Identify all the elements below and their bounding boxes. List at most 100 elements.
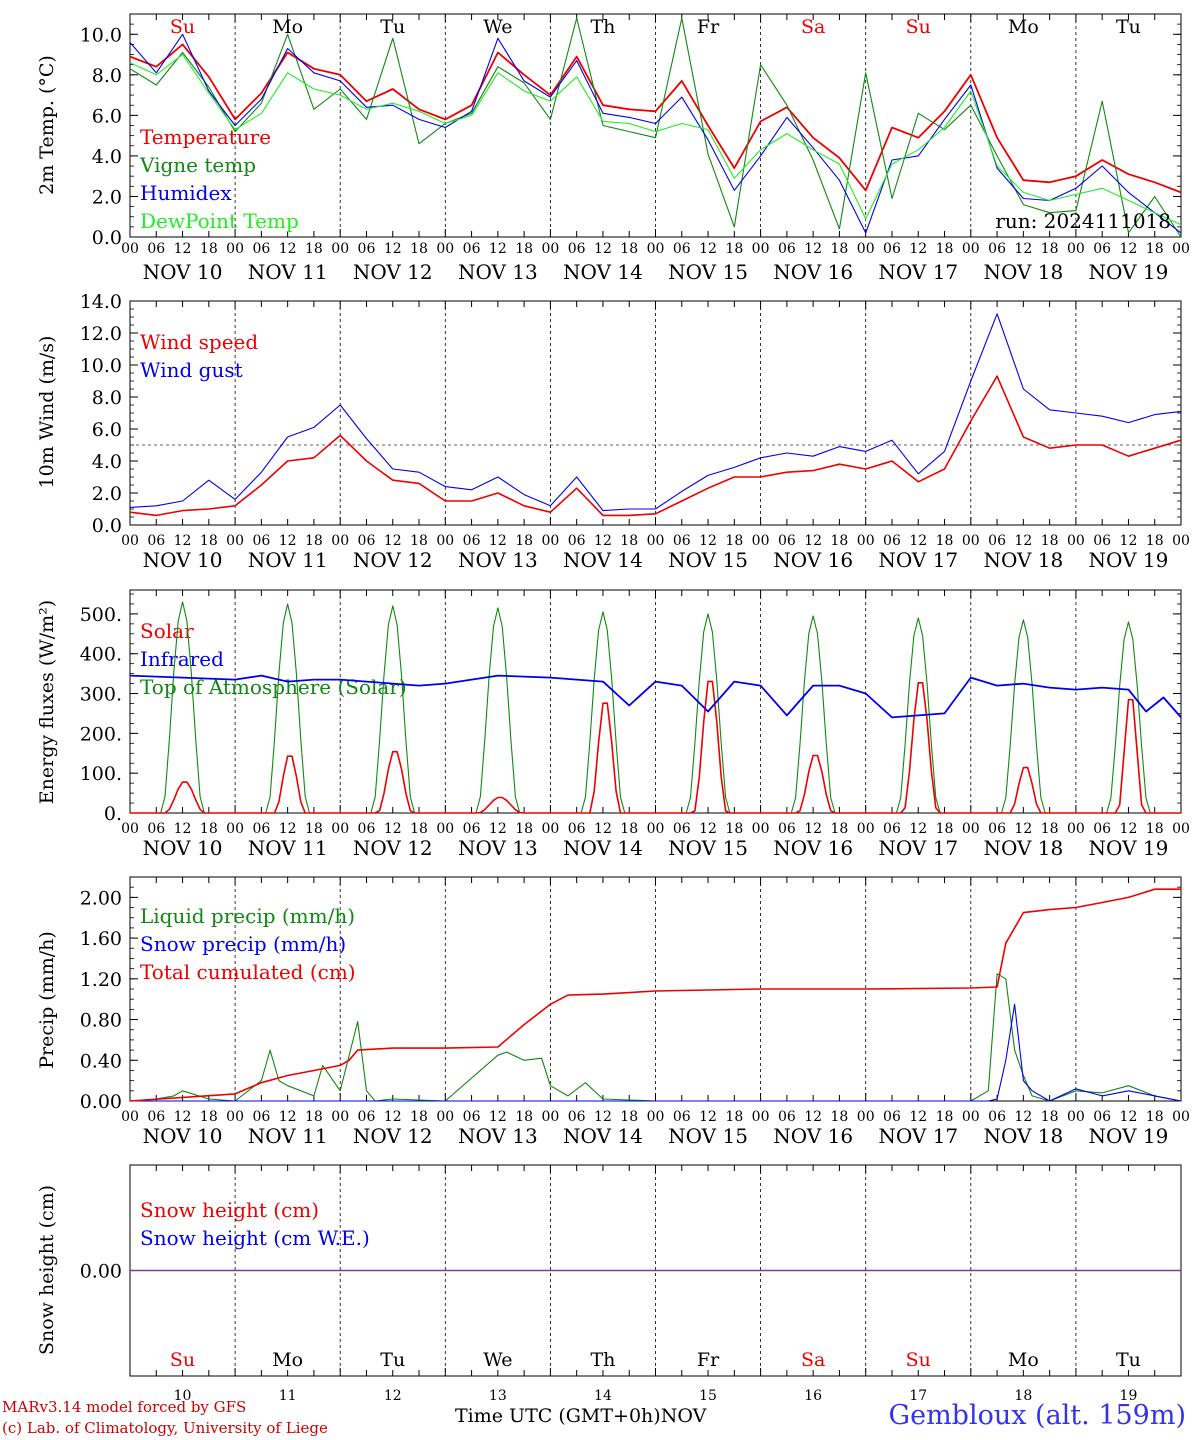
hour-tick-label: 18 — [410, 821, 428, 837]
y-tick-label: 10.0 — [80, 24, 122, 46]
hour-tick-label: 12 — [384, 241, 402, 257]
date-label: NOV 17 — [878, 836, 958, 860]
hour-tick-label: 00 — [857, 821, 875, 837]
date-label: NOV 11 — [248, 836, 328, 860]
legend-entry: DewPoint Temp — [140, 209, 299, 233]
hour-tick-label: 12 — [489, 821, 507, 837]
hour-tick-label: 06 — [358, 1109, 376, 1125]
hour-tick-label: 00 — [436, 1109, 454, 1125]
hour-tick-label: 12 — [279, 241, 297, 257]
y-tick-label: 0.00 — [80, 1091, 122, 1113]
weekday-label-top: Mo — [272, 16, 303, 38]
hour-tick-label: 06 — [673, 241, 691, 257]
hour-tick-label: 00 — [226, 241, 244, 257]
weekday-label-bottom: Fr — [697, 1349, 720, 1371]
hour-tick-label: 18 — [410, 241, 428, 257]
day-number: 10 — [174, 1388, 192, 1404]
weekday-label-bottom: Sa — [801, 1349, 825, 1371]
hour-tick-label: 18 — [200, 241, 218, 257]
legend-entry: Wind gust — [140, 358, 243, 382]
date-label: NOV 10 — [143, 1124, 223, 1148]
y-tick-label: 1.60 — [80, 928, 122, 950]
hour-tick-label: 06 — [463, 533, 481, 549]
date-label: NOV 19 — [1089, 260, 1169, 284]
date-label: NOV 13 — [458, 260, 538, 284]
date-label: NOV 18 — [983, 836, 1063, 860]
hour-tick-label: 12 — [1014, 821, 1032, 837]
y-tick-label: 300. — [80, 684, 122, 706]
hour-tick-label: 18 — [515, 533, 533, 549]
date-label: NOV 11 — [248, 548, 328, 572]
date-label: NOV 12 — [353, 836, 433, 860]
date-label: NOV 18 — [983, 1124, 1063, 1148]
y-tick-label: 6.0 — [92, 419, 122, 441]
series-infrared — [129, 674, 1182, 719]
hour-tick-label: 00 — [1172, 241, 1190, 257]
y-tick-label: 0.80 — [80, 1010, 122, 1032]
hour-tick-label: 00 — [962, 821, 980, 837]
hour-tick-label: 18 — [1146, 1109, 1164, 1125]
panel-frame — [129, 300, 1182, 526]
hour-tick-label: 06 — [883, 821, 901, 837]
hour-tick-label: 18 — [725, 821, 743, 837]
hour-tick-label: 18 — [305, 821, 323, 837]
hour-tick-label: 00 — [331, 1109, 349, 1125]
hour-tick-label: 18 — [515, 821, 533, 837]
hour-tick-label: 12 — [699, 1109, 717, 1125]
day-number: 16 — [804, 1388, 822, 1404]
y-tick-label: 0.0 — [92, 227, 122, 249]
date-label: NOV 16 — [773, 260, 853, 284]
weekday-label-bottom: Mo — [1008, 1349, 1039, 1371]
y-tick-label: 10.0 — [80, 355, 122, 377]
weekday-label-bottom: Mo — [272, 1349, 303, 1371]
legend-entry: Vigne temp — [139, 153, 256, 177]
y-tick-label: 200. — [80, 723, 122, 745]
hour-tick-label: 18 — [620, 1109, 638, 1125]
hour-tick-label: 06 — [252, 241, 270, 257]
date-label: NOV 15 — [668, 1124, 748, 1148]
date-label: NOV 15 — [668, 836, 748, 860]
legend-entry: Temperature — [140, 125, 271, 149]
hour-tick-label: 00 — [647, 533, 665, 549]
series-solar — [130, 680, 1181, 814]
hour-tick-label: 18 — [410, 533, 428, 549]
y-axis-label: Snow height (cm) — [36, 1185, 58, 1355]
hour-tick-label: 06 — [463, 821, 481, 837]
y-tick-label: 4.0 — [92, 146, 122, 168]
hour-tick-label: 12 — [489, 533, 507, 549]
y-tick-label: 0.00 — [80, 1261, 122, 1283]
hour-tick-label: 18 — [936, 821, 954, 837]
hour-tick-label: 06 — [358, 241, 376, 257]
hour-tick-label: 12 — [594, 241, 612, 257]
hour-tick-label: 06 — [988, 1109, 1006, 1125]
lab-credit: (c) Lab. of Climatology, University of L… — [2, 1419, 328, 1437]
hour-tick-label: 06 — [463, 241, 481, 257]
hour-tick-label: 12 — [594, 1109, 612, 1125]
hour-tick-label: 00 — [962, 241, 980, 257]
date-label: NOV 14 — [563, 836, 643, 860]
hour-tick-label: 00 — [121, 241, 139, 257]
hour-tick-label: 06 — [358, 821, 376, 837]
legend-entry: Solar — [140, 619, 194, 643]
y-tick-label: 2.0 — [92, 186, 122, 208]
hour-tick-label: 06 — [1093, 1109, 1111, 1125]
hour-tick-label: 00 — [121, 533, 139, 549]
hour-tick-label: 00 — [121, 821, 139, 837]
hour-tick-label: 12 — [594, 533, 612, 549]
weekday-label-bottom: Su — [170, 1349, 195, 1371]
date-label: NOV 18 — [983, 548, 1063, 572]
hour-tick-label: 00 — [1067, 821, 1085, 837]
hour-tick-label: 12 — [909, 821, 927, 837]
weekday-label-top: Mo — [1008, 16, 1039, 38]
weekday-label-bottom: We — [483, 1349, 512, 1371]
day-number: 14 — [594, 1388, 612, 1404]
hour-tick-label: 12 — [489, 241, 507, 257]
hour-tick-label: 00 — [857, 241, 875, 257]
date-label: NOV 18 — [983, 260, 1063, 284]
time-axis-caption: Time UTC (GMT+0h)NOV — [455, 1405, 706, 1427]
hour-tick-label: 18 — [1146, 241, 1164, 257]
hour-tick-label: 00 — [752, 533, 770, 549]
hour-tick-label: 12 — [909, 1109, 927, 1125]
y-tick-label: 400. — [80, 644, 122, 666]
hour-tick-label: 12 — [384, 821, 402, 837]
